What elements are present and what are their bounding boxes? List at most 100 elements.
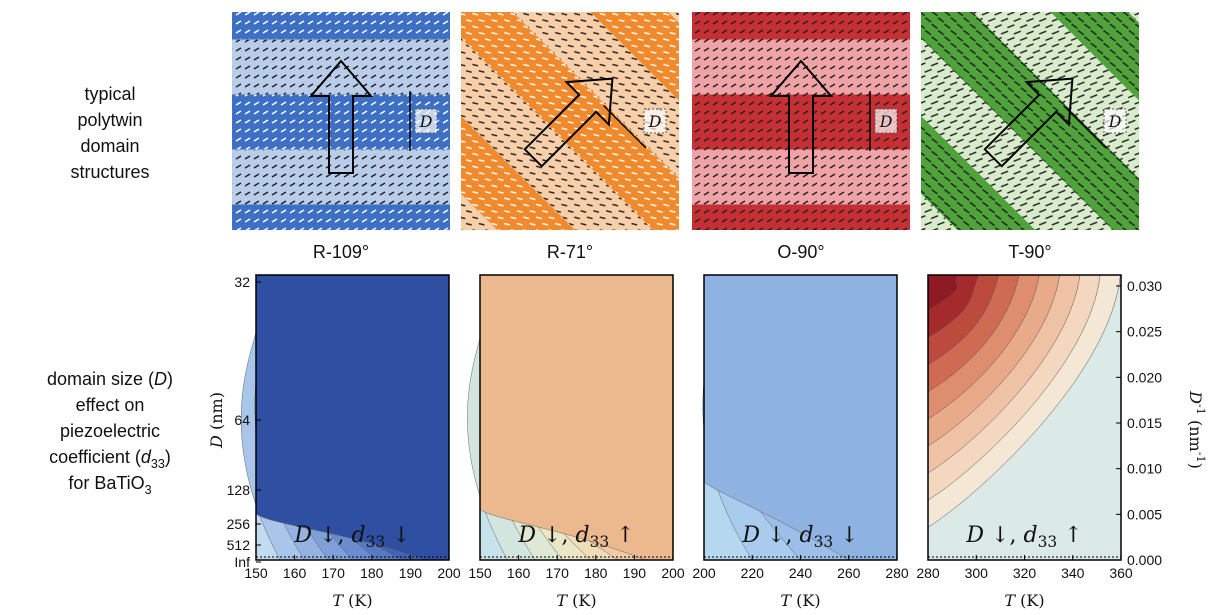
domain-size-label: D [1108, 112, 1122, 131]
annotation: D ↓, d33 ↑ [965, 523, 1082, 551]
x-tick-label: 280 [885, 565, 909, 581]
domain-size-label: D [648, 112, 662, 131]
left-label: domain [80, 136, 139, 156]
text-part: 33 [151, 457, 165, 471]
x-tick-label: 200 [692, 565, 716, 581]
left-label: polytwin [77, 110, 142, 130]
x-tick-label: 170 [546, 565, 570, 581]
text-part: 33 [590, 533, 610, 551]
left-label: structures [70, 162, 149, 182]
y2-tick-label: 0.025 [1127, 324, 1162, 340]
text-part: domain size ( [47, 369, 154, 389]
annotation: D ↓, d33 ↑ [517, 523, 634, 551]
text-part: D [741, 523, 760, 548]
y-tick-label: 64 [234, 412, 250, 428]
text-part: 33 [814, 533, 834, 551]
y-tick-label: 256 [227, 516, 251, 532]
text-part: 33 [366, 533, 386, 551]
left-label: domain size (D) [47, 369, 173, 389]
text-part: D [965, 523, 984, 548]
x-tick-label: 260 [837, 565, 861, 581]
domain-size-label: D [419, 112, 433, 131]
x-tick-label: 180 [584, 565, 608, 581]
y-tick-label: 128 [227, 482, 251, 498]
left-label: for BaTiO3 [68, 473, 151, 497]
text-part: ) [167, 369, 173, 389]
text-part: typical [84, 84, 135, 104]
y2-tick-label: 0.015 [1127, 415, 1162, 431]
y-tick-label: 512 [227, 537, 251, 553]
text-part: d [351, 523, 365, 548]
y2-tick-label: 0.030 [1127, 278, 1162, 294]
text-part: (K) [567, 591, 597, 610]
left-label: effect on [76, 395, 145, 415]
x-tick-label: 160 [283, 565, 307, 581]
text-part: D [154, 369, 167, 389]
text-part: (K) [343, 591, 373, 610]
y-tick-label: 32 [234, 274, 250, 290]
text-part: ) [1186, 463, 1205, 469]
text-part: d [1023, 523, 1037, 548]
text-part: ↓, [536, 523, 575, 548]
contour-plot [928, 275, 1121, 560]
x-axis-label: T (K) [556, 591, 596, 610]
x-tick-label: 300 [965, 565, 989, 581]
contour-band [256, 275, 449, 560]
text-part: 3 [145, 483, 152, 497]
x-tick-label: 280 [916, 565, 940, 581]
x-tick-label: 200 [661, 565, 685, 581]
text-part: D [1186, 390, 1205, 404]
text-part: D [293, 523, 312, 548]
panel-title: R-71° [547, 242, 593, 262]
x-tick-label: 220 [741, 565, 765, 581]
figure: typical polytwin domain structures domain si… [0, 0, 1214, 615]
text-part: d [575, 523, 589, 548]
text-part: d [799, 523, 813, 548]
x-tick-label: 240 [789, 565, 813, 581]
x-axis-label: T (K) [780, 591, 820, 610]
y2-tick-label: 0.010 [1127, 461, 1162, 477]
domain-size-label: D [879, 112, 893, 131]
text-part: ) [165, 447, 171, 467]
panel-title: T-90° [1008, 242, 1051, 262]
y2-tick-label: 0.005 [1127, 506, 1162, 522]
x-tick-label: 320 [1013, 565, 1037, 581]
left-label: piezoelectric [60, 421, 160, 441]
x-tick-label: 180 [360, 565, 384, 581]
text-part: for BaTiO [68, 473, 144, 493]
panel-title: R-109° [313, 242, 369, 262]
text-part: 33 [1038, 533, 1058, 551]
x-tick-label: 160 [507, 565, 531, 581]
panel-title: O-90° [777, 242, 824, 262]
text-part: domain [80, 136, 139, 156]
text-part: structures [70, 162, 149, 182]
x-tick-label: 190 [399, 565, 423, 581]
x-tick-label: 340 [1061, 565, 1085, 581]
x-axis-label: T (K) [332, 591, 372, 610]
text-part: (nm [1186, 415, 1205, 452]
text-part: (K) [1015, 591, 1045, 610]
text-part: piezoelectric [60, 421, 160, 441]
text-part: ↑ [1057, 523, 1082, 548]
text-part: ↓, [760, 523, 799, 548]
text-part: D [207, 435, 226, 449]
x-tick-label: 150 [468, 565, 492, 581]
text-part: (K) [791, 591, 821, 610]
text-part: coefficient ( [49, 447, 141, 467]
y2-axis-label: D-1 (nm-1) [1186, 390, 1207, 469]
contour-plot [703, 275, 897, 560]
text-part: -1 [1194, 404, 1207, 415]
contour-band [480, 275, 673, 560]
text-part: (nm) [207, 392, 226, 435]
contour-plot [467, 275, 673, 560]
text-part: D [517, 523, 536, 548]
y-axis-label: D (nm) [207, 392, 226, 449]
contour-plot [241, 275, 449, 560]
x-tick-label: 200 [437, 565, 461, 581]
x-axis-label: T (K) [1004, 591, 1044, 610]
x-tick-label: 170 [322, 565, 346, 581]
annotation: D ↓, d33 ↓ [293, 523, 410, 551]
text-part: polytwin [77, 110, 142, 130]
text-part: -1 [1194, 452, 1207, 463]
text-part: ↓, [312, 523, 351, 548]
